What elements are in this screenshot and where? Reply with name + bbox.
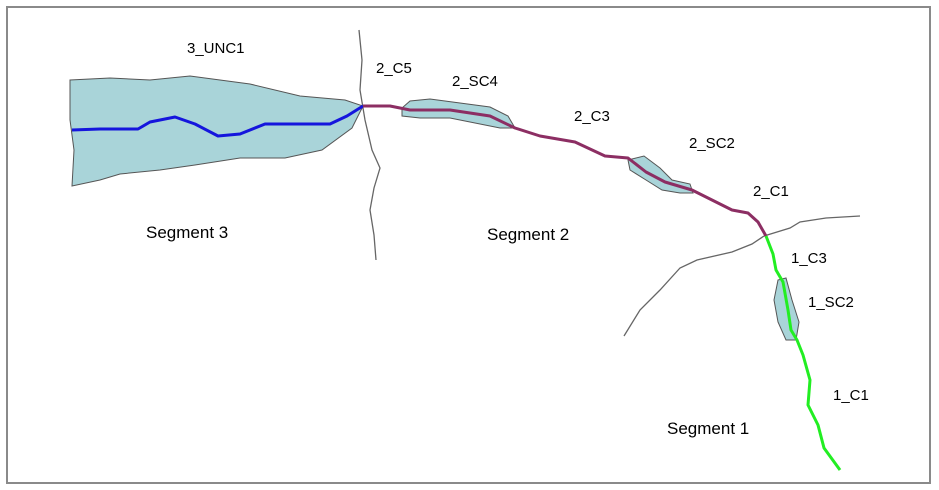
tributary-line-east — [763, 215, 861, 237]
label-2-c1: 2_C1 — [753, 183, 789, 200]
label-2-c3: 2_C3 — [574, 108, 610, 125]
polygon-2-sc4 — [401, 98, 516, 129]
segment-2-label: Segment 2 — [487, 225, 570, 244]
segment-1-label: Segment 1 — [667, 419, 750, 438]
label-2-sc4: 2_SC4 — [452, 73, 498, 90]
label-3-unc1: 3_UNC1 — [187, 40, 245, 57]
polygon-3-unc1 — [69, 75, 364, 187]
label-1-c1: 1_C1 — [833, 387, 869, 404]
polygon-2-sc2 — [627, 155, 694, 194]
segment-1-stream-line — [764, 235, 842, 471]
label-1-c3: 1_C3 — [791, 250, 827, 267]
vertical-boundary-line — [358, 29, 381, 261]
label-1-sc2: 1_SC2 — [808, 294, 854, 311]
tributary-line-southwest — [623, 235, 765, 337]
label-2-sc2: 2_SC2 — [689, 135, 735, 152]
segment-3-stream-line — [71, 104, 364, 138]
label-2-c5: 2_C5 — [376, 60, 412, 77]
segment-3-label: Segment 3 — [146, 223, 229, 242]
segment-2-stream-line — [363, 104, 768, 237]
